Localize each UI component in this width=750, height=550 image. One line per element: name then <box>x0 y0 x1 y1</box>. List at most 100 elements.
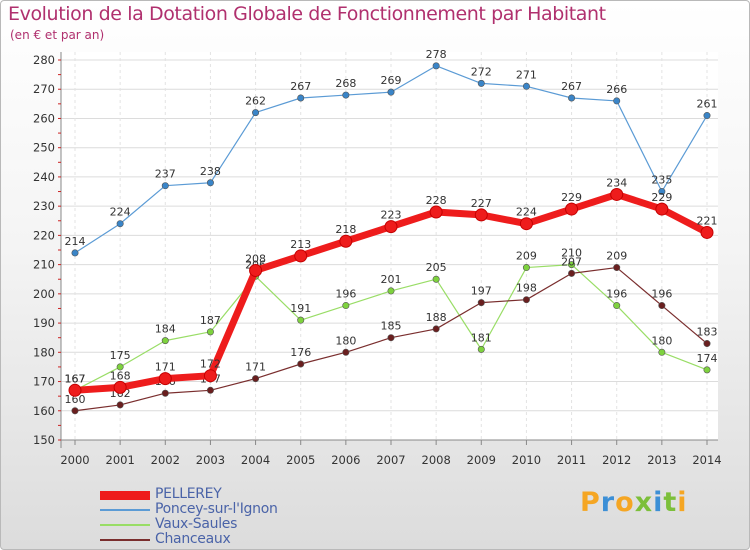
data-point-vaux-saules <box>116 363 124 371</box>
legend-swatch-vaux-saules <box>100 524 150 526</box>
data-label-chanceaux: 197 <box>471 285 492 298</box>
data-label-vaux-saules: 191 <box>290 302 311 315</box>
data-label-poncey-sur-l-ignon: 267 <box>561 80 582 93</box>
y-tick-label: 170 <box>33 375 55 389</box>
legend-swatch-pellerey <box>100 491 150 500</box>
data-point-pellerey <box>610 187 624 201</box>
data-label-vaux-saules: 167 <box>65 372 86 385</box>
data-label-vaux-saules: 201 <box>381 273 402 286</box>
data-label-poncey-sur-l-ignon: 224 <box>110 206 131 219</box>
data-point-poncey-sur-l-ignon <box>71 249 79 257</box>
data-label-poncey-sur-l-ignon: 262 <box>245 95 266 108</box>
data-label-chanceaux: 171 <box>245 361 266 374</box>
x-tick-label: 2010 <box>512 453 541 467</box>
x-tick-label: 2004 <box>241 453 270 467</box>
data-point-poncey-sur-l-ignon <box>387 88 395 96</box>
data-label-poncey-sur-l-ignon: 278 <box>426 48 447 61</box>
legend-label-poncey-sur-l-ignon: Poncey-sur-l'Ignon <box>155 501 278 517</box>
data-point-pellerey <box>339 234 353 248</box>
x-tick-label: 2006 <box>331 453 360 467</box>
data-point-poncey-sur-l-ignon <box>658 188 666 196</box>
data-label-chanceaux: 209 <box>606 250 627 263</box>
data-label-poncey-sur-l-ignon: 238 <box>200 165 221 178</box>
data-point-pellerey <box>249 263 263 277</box>
data-point-vaux-saules <box>161 337 169 345</box>
data-label-poncey-sur-l-ignon: 237 <box>155 168 176 181</box>
y-tick-label: 250 <box>33 141 55 155</box>
legend-label-chanceaux: Chanceaux <box>155 531 231 547</box>
data-label-vaux-saules: 196 <box>335 288 356 301</box>
data-point-vaux-saules <box>387 287 395 295</box>
legend-swatch-chanceaux <box>100 539 150 541</box>
x-tick-label: 2014 <box>692 453 721 467</box>
data-label-poncey-sur-l-ignon: 268 <box>335 77 356 90</box>
data-label-pellerey: 167 <box>65 372 86 385</box>
data-label-poncey-sur-l-ignon: 267 <box>290 80 311 93</box>
y-tick-label: 210 <box>33 258 55 272</box>
logo-letter: i <box>653 487 664 518</box>
data-point-poncey-sur-l-ignon <box>116 220 124 228</box>
logo-letter: i <box>677 487 688 518</box>
data-label-pellerey: 234 <box>606 176 627 189</box>
data-point-vaux-saules <box>568 261 576 269</box>
x-tick-label: 2002 <box>151 453 180 467</box>
y-tick-label: 150 <box>33 433 55 447</box>
data-point-poncey-sur-l-ignon <box>522 82 530 90</box>
data-label-chanceaux: 183 <box>697 326 718 339</box>
data-label-pellerey: 213 <box>290 238 311 251</box>
data-label-pellerey: 208 <box>245 252 266 265</box>
data-point-pellerey <box>565 202 579 216</box>
x-tick-label: 2005 <box>286 453 315 467</box>
data-point-chanceaux <box>522 296 530 304</box>
data-label-vaux-saules: 205 <box>426 261 447 274</box>
data-label-pellerey: 229 <box>561 191 582 204</box>
legend-label-pellerey: PELLEREY <box>155 486 222 502</box>
data-label-chanceaux: 207 <box>561 255 582 268</box>
proxiti-logo: Proxiti <box>580 487 688 518</box>
y-tick-label: 220 <box>33 228 55 242</box>
data-point-poncey-sur-l-ignon <box>613 97 621 105</box>
x-tick-label: 2001 <box>106 453 135 467</box>
data-label-vaux-saules: 187 <box>200 314 221 327</box>
data-point-chanceaux <box>252 375 260 383</box>
data-label-chanceaux: 176 <box>290 346 311 359</box>
data-point-chanceaux <box>206 386 214 394</box>
y-tick-label: 180 <box>33 345 55 359</box>
data-point-chanceaux <box>71 407 79 415</box>
y-tick-label: 190 <box>33 316 55 330</box>
data-point-pellerey <box>203 369 217 383</box>
data-point-pellerey <box>474 208 488 222</box>
data-point-pellerey <box>384 220 398 234</box>
data-point-vaux-saules <box>477 345 485 353</box>
data-point-chanceaux <box>658 302 666 310</box>
chart-subtitle: (en € et par an) <box>10 28 105 42</box>
x-tick-label: 2013 <box>647 453 676 467</box>
data-point-poncey-sur-l-ignon <box>342 91 350 99</box>
legend-label-vaux-saules: Vaux-Saules <box>155 516 238 532</box>
data-label-poncey-sur-l-ignon: 272 <box>471 65 492 78</box>
data-point-vaux-saules <box>432 275 440 283</box>
x-tick-label: 2012 <box>602 453 631 467</box>
data-point-pellerey <box>429 205 443 219</box>
data-point-vaux-saules <box>613 302 621 310</box>
data-label-poncey-sur-l-ignon: 261 <box>697 98 718 111</box>
x-tick-label: 2008 <box>422 453 451 467</box>
y-tick-label: 280 <box>33 53 55 67</box>
x-tick-label: 2009 <box>467 453 496 467</box>
data-label-pellerey: 218 <box>335 223 356 236</box>
y-tick-label: 160 <box>33 404 55 418</box>
data-label-pellerey: 172 <box>200 358 221 371</box>
data-label-vaux-saules: 196 <box>606 288 627 301</box>
data-label-pellerey: 229 <box>651 191 672 204</box>
chart-title: Evolution de la Dotation Globale de Fonc… <box>8 3 606 25</box>
data-point-poncey-sur-l-ignon <box>703 112 711 120</box>
data-label-vaux-saules: 174 <box>697 352 718 365</box>
data-label-pellerey: 224 <box>516 206 537 219</box>
data-point-pellerey <box>655 202 669 216</box>
y-tick-label: 230 <box>33 199 55 213</box>
data-point-poncey-sur-l-ignon <box>206 179 214 187</box>
data-point-pellerey <box>519 217 533 231</box>
legend-swatch-poncey-sur-l-ignon <box>100 509 150 511</box>
data-label-pellerey: 227 <box>471 197 492 210</box>
data-label-chanceaux: 160 <box>65 393 86 406</box>
